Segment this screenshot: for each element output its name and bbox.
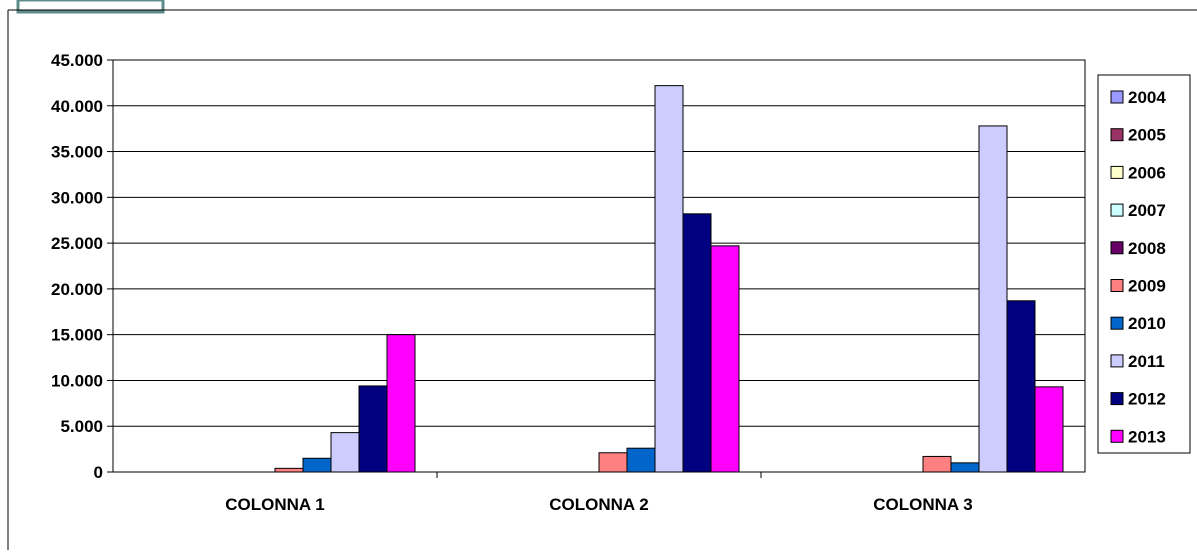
bar-2012-2 (682, 213, 712, 473)
legend-swatch-2011 (1110, 354, 1124, 368)
legend-label-2008: 2008 (1128, 239, 1166, 258)
legend-label-2005: 2005 (1128, 126, 1166, 145)
x-axis-ticks: COLONNA 1 COLONNA 2 COLONNA 3 (225, 472, 973, 514)
legend-swatch-2005 (1110, 128, 1124, 142)
frame-tab (16, 0, 165, 14)
y-tick-label: 30.000 (51, 188, 103, 207)
bar-2013-2 (710, 245, 740, 473)
x-tick-label: COLONNA 3 (873, 495, 973, 514)
bar-2011-1 (330, 432, 360, 473)
legend: 2004 2005 2006 2007 2008 2009 2010 2011 2012 2013 (1110, 88, 1166, 446)
bar-2010-2 (626, 447, 656, 473)
bar-2009-1 (274, 467, 304, 473)
bar-2009-3 (922, 455, 952, 473)
legend-swatch-2007 (1110, 203, 1124, 217)
legend-swatch-2013 (1110, 429, 1124, 443)
y-tick-label: 40.000 (51, 97, 103, 116)
bar-2012-1 (358, 385, 388, 473)
y-axis-ticks: 0 5.000 10.000 15.000 20.000 25.000 30.000 35.0… (51, 51, 113, 482)
legend-swatch-2009 (1110, 279, 1124, 292)
legend-label-2011: 2011 (1128, 352, 1165, 371)
y-tick-label: 25.000 (51, 234, 103, 253)
bar-2012-3 (1006, 300, 1036, 473)
y-tick-label: 5.000 (60, 417, 103, 436)
y-tick-label: 15.000 (51, 326, 103, 345)
bar-2010-3 (950, 462, 980, 473)
legend-label-2013: 2013 (1128, 427, 1166, 446)
bars (274, 85, 1064, 473)
legend-swatch-2012 (1110, 392, 1124, 406)
y-tick-label: 35.000 (51, 143, 103, 162)
y-tick-label: 0 (94, 463, 103, 482)
bar-2009-2 (598, 452, 628, 473)
legend-swatch-2010 (1110, 316, 1124, 330)
legend-label-2012: 2012 (1128, 390, 1166, 409)
x-tick-label: COLONNA 2 (549, 495, 649, 514)
bar-2013-1 (386, 334, 416, 473)
bar-2011-2 (654, 85, 684, 473)
legend-label-2009: 2009 (1128, 277, 1166, 296)
legend-swatch-2004 (1110, 90, 1124, 104)
legend-label-2006: 2006 (1128, 163, 1166, 182)
legend-swatch-2008 (1110, 241, 1124, 255)
legend-label-2010: 2010 (1128, 314, 1166, 333)
legend-label-2004: 2004 (1128, 88, 1166, 107)
y-tick-label: 45.000 (51, 51, 103, 70)
gridlines (113, 105, 1085, 427)
bar-2013-3 (1034, 386, 1064, 473)
y-tick-label: 20.000 (51, 280, 103, 299)
bar-2010-1 (302, 457, 332, 473)
x-tick-label: COLONNA 1 (225, 495, 325, 514)
plot-area (112, 59, 1086, 473)
y-tick-label: 10.000 (51, 371, 103, 390)
legend-swatch-2006 (1110, 165, 1124, 179)
legend-label-2007: 2007 (1128, 201, 1166, 220)
bar-2011-3 (978, 125, 1008, 473)
